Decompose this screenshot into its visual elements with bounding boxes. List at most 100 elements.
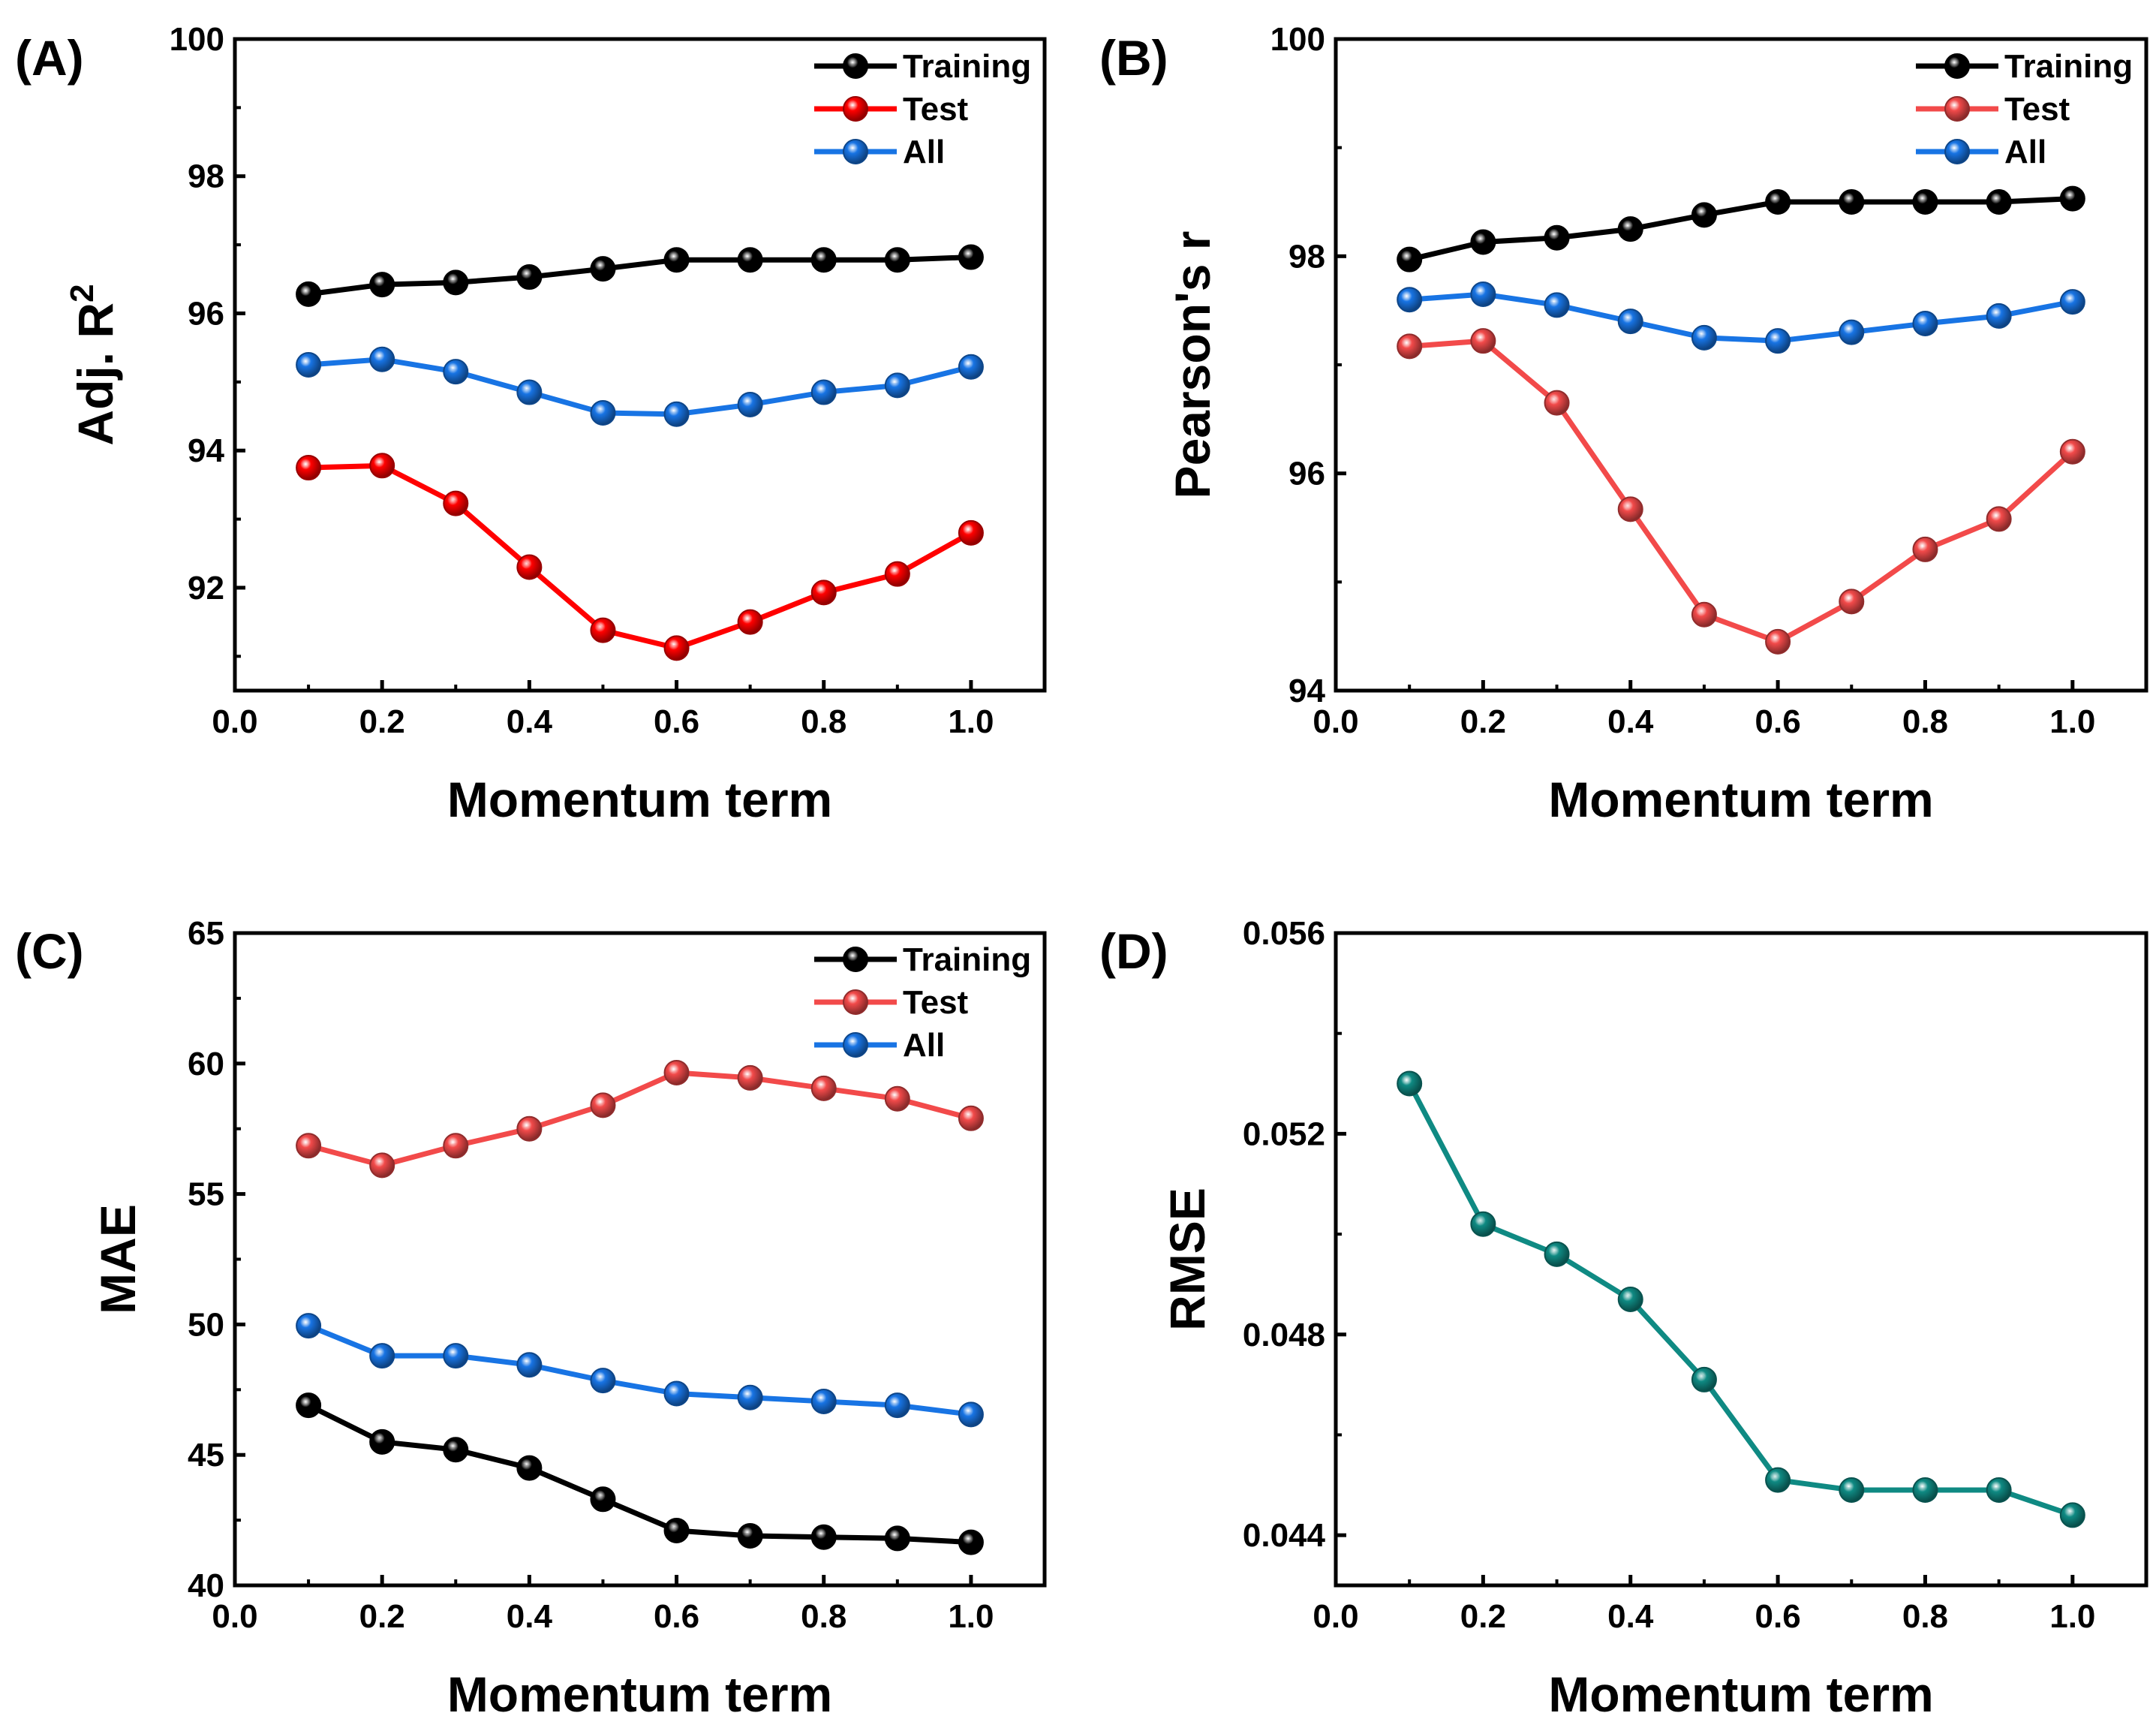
series-all	[296, 346, 984, 427]
x-tick-label: 0.8	[801, 1598, 846, 1635]
data-point	[443, 1437, 469, 1463]
data-point	[958, 1529, 984, 1555]
legend-label: Training	[2004, 48, 2133, 85]
y-tick-label: 92	[188, 570, 224, 607]
legend-marker	[843, 947, 868, 972]
legend-item-all: All	[814, 1027, 945, 1064]
data-point	[884, 247, 910, 273]
legend-label: Test	[903, 984, 969, 1021]
legend-marker	[843, 96, 868, 122]
panel-label: (C)	[15, 923, 84, 979]
legend-item-training: Training	[1916, 48, 2133, 85]
y-tick-label: 0.048	[1243, 1317, 1325, 1353]
data-point	[737, 1384, 763, 1410]
y-tick-label: 98	[188, 158, 224, 195]
data-point	[884, 561, 910, 587]
data-point	[663, 1518, 690, 1544]
x-tick-label: 0.2	[1460, 703, 1506, 740]
series-line	[308, 254, 972, 297]
y-tick-label: 60	[188, 1046, 224, 1082]
data-point	[296, 352, 322, 378]
x-tick-label: 0.0	[1313, 1598, 1358, 1635]
data-point	[958, 519, 984, 546]
x-tick-label: 0.6	[654, 1598, 699, 1635]
data-point	[1912, 1477, 1938, 1503]
data-point	[884, 1392, 910, 1419]
data-point	[1470, 1211, 1496, 1237]
legend-item-test: Test	[814, 91, 969, 128]
series-test	[1397, 328, 2085, 655]
data-point	[1912, 536, 1938, 562]
data-point	[516, 1352, 543, 1378]
y-tick-label: 98	[1288, 238, 1325, 275]
data-point	[1544, 1241, 1570, 1267]
data-point	[1691, 324, 1717, 351]
legend-label: All	[903, 134, 945, 170]
data-point	[1986, 506, 2012, 532]
x-tick-label: 0.4	[1607, 1598, 1654, 1635]
data-point	[590, 1486, 616, 1513]
series-test	[296, 453, 984, 661]
legend-item-all: All	[814, 134, 945, 170]
legend-label: All	[2004, 134, 2046, 170]
data-point	[663, 635, 690, 661]
legend-item-training: Training	[814, 48, 1031, 85]
data-point	[1839, 319, 1865, 345]
series-training	[1397, 185, 2085, 272]
series-line	[308, 1070, 972, 1168]
data-point	[443, 1133, 469, 1159]
data-point	[369, 1428, 395, 1455]
legend-label: Training	[903, 941, 1031, 978]
y-tick-label: 0.052	[1243, 1115, 1325, 1152]
x-tick-label: 0.8	[1902, 703, 1948, 740]
x-tick-label: 0.6	[1755, 703, 1801, 740]
y-axis-title: RMSE	[1159, 1188, 1215, 1331]
x-tick-label: 0.0	[1313, 703, 1358, 740]
x-tick-label: 0.8	[1902, 1598, 1948, 1635]
legend-item-all: All	[1916, 134, 2046, 170]
data-point	[2059, 438, 2085, 465]
legend: Training Test All	[814, 941, 1031, 1064]
series-training	[296, 244, 984, 307]
x-tick-label: 0.0	[212, 1598, 257, 1635]
data-point	[1397, 333, 1423, 360]
y-tick-label: 40	[188, 1567, 224, 1604]
x-axis-title: Momentum term	[1548, 772, 1933, 827]
y-tick-label: 55	[188, 1176, 224, 1213]
data-point	[516, 1455, 543, 1481]
data-point	[1912, 189, 1938, 215]
panel-label: (B)	[1099, 30, 1168, 86]
y-axis-title: Pearson's r	[1165, 231, 1220, 499]
legend: Training Test All	[814, 48, 1031, 170]
data-point	[1397, 1070, 1423, 1097]
data-point	[810, 580, 837, 606]
legend-marker	[1944, 96, 1970, 122]
data-point	[737, 1064, 763, 1091]
y-axis-title: Adj. R2	[64, 284, 123, 445]
series-line	[308, 462, 973, 651]
data-point	[1617, 216, 1643, 242]
legend-item-test: Test	[814, 984, 969, 1021]
data-point	[1765, 628, 1791, 655]
data-point	[2059, 1502, 2085, 1528]
x-tick-label: 0.4	[507, 703, 553, 740]
x-tick-label: 1.0	[2049, 1598, 2095, 1635]
series-line	[1407, 1082, 2073, 1518]
panel-label: (A)	[15, 30, 84, 86]
x-tick-label: 0.6	[654, 703, 699, 740]
data-point	[663, 247, 690, 273]
y-tick-label: 96	[1288, 456, 1325, 492]
data-point	[1986, 1477, 2012, 1503]
data-point	[1470, 328, 1496, 354]
data-point	[663, 1059, 690, 1085]
data-point	[810, 379, 837, 405]
data-point	[1691, 202, 1717, 228]
x-tick-label: 0.2	[359, 703, 405, 740]
data-point	[1470, 229, 1496, 255]
y-tick-label: 0.056	[1243, 915, 1325, 952]
series-line	[308, 357, 972, 417]
data-point	[296, 1392, 322, 1419]
data-point	[590, 1368, 616, 1394]
data-point	[296, 455, 322, 481]
series-test	[296, 1059, 984, 1179]
